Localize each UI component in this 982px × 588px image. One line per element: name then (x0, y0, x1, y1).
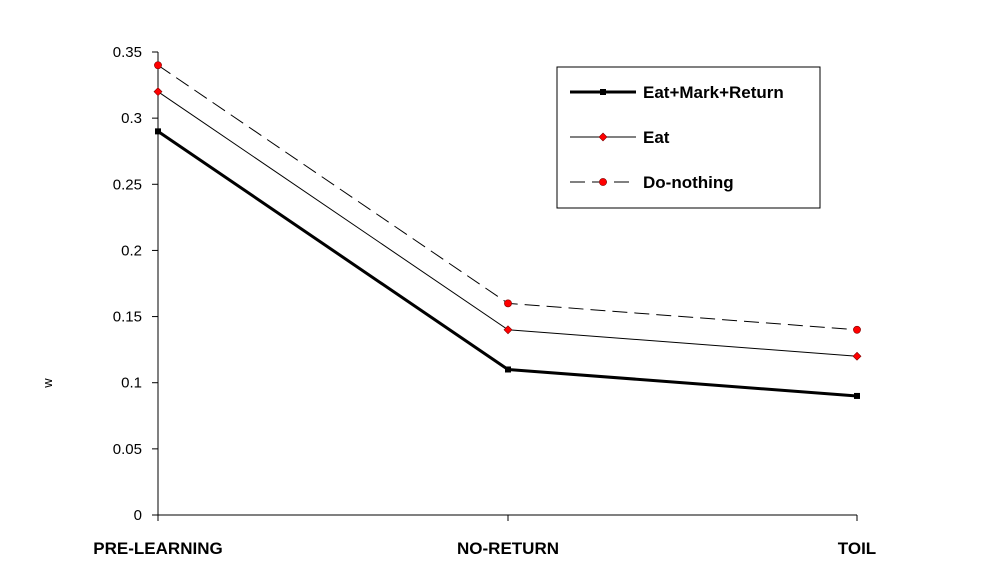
x-tick-label: PRE-LEARNING (93, 539, 222, 558)
legend-marker (599, 178, 607, 186)
legend-label: Eat+Mark+Return (643, 83, 784, 102)
legend: Eat+Mark+Return Eat Do-nothing (556, 66, 821, 209)
legend-item: Do-nothing (570, 173, 734, 192)
data-point (155, 128, 161, 135)
y-tick-label: 0.25 (113, 176, 142, 193)
y-tick-label: 0.3 (121, 110, 142, 127)
x-axis: PRE-LEARNING NO-RETURN TOIL (93, 514, 876, 558)
series-eat (153, 87, 862, 361)
legend-label: Eat (643, 128, 670, 147)
legend-marker (600, 89, 606, 95)
data-point (504, 299, 512, 308)
y-axis-label: w (40, 378, 55, 389)
y-tick-label: 0.35 (113, 44, 142, 61)
data-point (154, 61, 162, 70)
legend-label: Do-nothing (643, 173, 734, 192)
x-tick-label: NO-RETURN (457, 539, 559, 558)
y-tick-label: 0.2 (121, 242, 142, 259)
data-point (854, 392, 860, 399)
legend-item: Eat (570, 128, 670, 147)
y-tick-label: 0.05 (113, 441, 142, 458)
data-point (503, 325, 513, 335)
x-tick-label: TOIL (838, 539, 876, 558)
y-tick-label: 0.1 (121, 375, 142, 392)
y-tick-label: 0 (134, 507, 142, 524)
data-point (853, 325, 861, 334)
data-point (852, 351, 862, 361)
y-tick-label: 0.15 (113, 309, 142, 326)
data-point (505, 366, 511, 373)
data-point (153, 87, 163, 97)
y-axis: 0 0.05 0.1 0.15 0.2 0.25 0.3 0.35 (113, 44, 159, 524)
legend-marker (598, 132, 608, 142)
series-layer (153, 61, 862, 399)
series-do-nothing (154, 61, 861, 334)
legend-item: Eat+Mark+Return (570, 83, 784, 102)
series-eat-mark-return (155, 128, 860, 399)
